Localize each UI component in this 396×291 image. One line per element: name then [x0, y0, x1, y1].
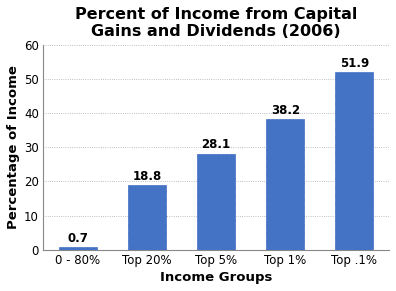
X-axis label: Income Groups: Income Groups — [160, 271, 272, 284]
Y-axis label: Percentage of Income: Percentage of Income — [7, 65, 20, 229]
Text: 51.9: 51.9 — [340, 57, 369, 70]
Text: 38.2: 38.2 — [271, 104, 300, 117]
Bar — [59, 247, 97, 250]
Bar — [128, 185, 166, 250]
Bar — [335, 72, 373, 250]
Title: Percent of Income from Capital
Gains and Dividends (2006): Percent of Income from Capital Gains and… — [75, 7, 357, 39]
Bar — [266, 119, 304, 250]
Bar — [197, 154, 235, 250]
Text: 18.8: 18.8 — [132, 170, 162, 183]
Text: 28.1: 28.1 — [202, 138, 230, 151]
Text: 0.7: 0.7 — [67, 232, 88, 245]
